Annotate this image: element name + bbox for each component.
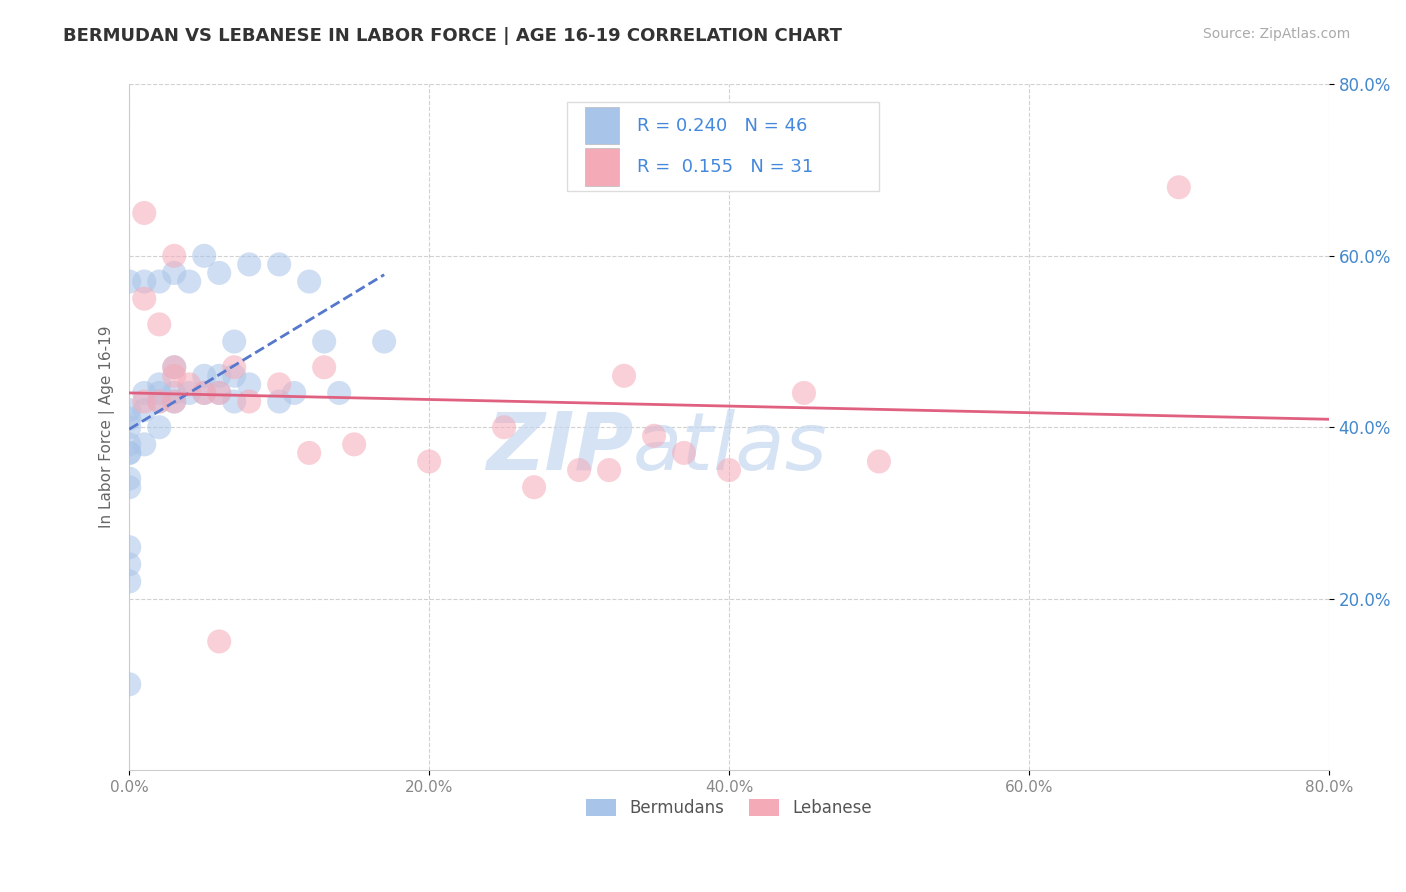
Point xyxy=(673,446,696,460)
Point xyxy=(163,394,186,409)
Point xyxy=(118,275,141,289)
Point xyxy=(163,360,186,375)
Point xyxy=(179,275,201,289)
Point xyxy=(163,394,186,409)
Point xyxy=(418,454,440,468)
Text: R =  0.155   N = 31: R = 0.155 N = 31 xyxy=(637,158,813,176)
Point xyxy=(148,394,170,409)
Point xyxy=(179,377,201,392)
Point xyxy=(134,394,156,409)
Point xyxy=(118,411,141,425)
Point xyxy=(118,403,141,417)
Point xyxy=(193,386,215,401)
Point xyxy=(193,386,215,401)
Point xyxy=(208,266,231,280)
Point xyxy=(328,386,350,401)
Point xyxy=(314,360,336,375)
Point xyxy=(118,420,141,434)
Point xyxy=(238,257,260,271)
Text: Source: ZipAtlas.com: Source: ZipAtlas.com xyxy=(1202,27,1350,41)
Point xyxy=(163,249,186,263)
Point xyxy=(163,360,186,375)
Point xyxy=(494,420,516,434)
Point xyxy=(118,437,141,451)
Point xyxy=(148,377,170,392)
Point xyxy=(793,386,815,401)
Point xyxy=(163,266,186,280)
Point xyxy=(298,446,321,460)
Point xyxy=(163,368,186,383)
Text: BERMUDAN VS LEBANESE IN LABOR FORCE | AGE 16-19 CORRELATION CHART: BERMUDAN VS LEBANESE IN LABOR FORCE | AG… xyxy=(63,27,842,45)
Point xyxy=(179,386,201,401)
Point xyxy=(118,540,141,554)
Point xyxy=(148,394,170,409)
Point xyxy=(134,206,156,220)
Point xyxy=(868,454,890,468)
Point xyxy=(163,386,186,401)
Text: ZIP: ZIP xyxy=(485,409,633,487)
Point xyxy=(134,275,156,289)
Point xyxy=(193,368,215,383)
Point xyxy=(148,420,170,434)
Y-axis label: In Labor Force | Age 16-19: In Labor Force | Age 16-19 xyxy=(100,326,115,528)
Point xyxy=(343,437,366,451)
Point xyxy=(134,386,156,401)
Point xyxy=(643,429,665,443)
Point xyxy=(373,334,395,349)
Bar xyxy=(585,107,619,145)
Bar xyxy=(585,148,619,186)
Point xyxy=(283,386,305,401)
Point xyxy=(224,368,246,383)
Point xyxy=(134,292,156,306)
Point xyxy=(568,463,591,477)
Point xyxy=(118,677,141,691)
Point xyxy=(193,249,215,263)
Legend: Bermudans, Lebanese: Bermudans, Lebanese xyxy=(579,792,879,823)
Point xyxy=(269,377,291,392)
Point xyxy=(134,437,156,451)
Point xyxy=(208,386,231,401)
Text: atlas: atlas xyxy=(633,409,828,487)
Point xyxy=(208,386,231,401)
FancyBboxPatch shape xyxy=(567,102,879,191)
Point xyxy=(238,394,260,409)
Point xyxy=(1167,180,1189,194)
Point xyxy=(224,360,246,375)
Point xyxy=(298,275,321,289)
Point xyxy=(134,403,156,417)
Point xyxy=(148,386,170,401)
Point xyxy=(148,318,170,332)
Point xyxy=(269,394,291,409)
Point xyxy=(118,446,141,460)
Point xyxy=(208,634,231,648)
Point xyxy=(118,480,141,494)
Point xyxy=(314,334,336,349)
Point xyxy=(224,394,246,409)
Point xyxy=(523,480,546,494)
Point xyxy=(269,257,291,271)
Point xyxy=(718,463,741,477)
Point xyxy=(118,558,141,572)
Point xyxy=(208,368,231,383)
Point xyxy=(238,377,260,392)
Point xyxy=(118,446,141,460)
Text: R = 0.240   N = 46: R = 0.240 N = 46 xyxy=(637,117,807,135)
Point xyxy=(148,275,170,289)
Point xyxy=(598,463,620,477)
Point xyxy=(118,472,141,486)
Point xyxy=(613,368,636,383)
Point xyxy=(224,334,246,349)
Point xyxy=(118,574,141,589)
